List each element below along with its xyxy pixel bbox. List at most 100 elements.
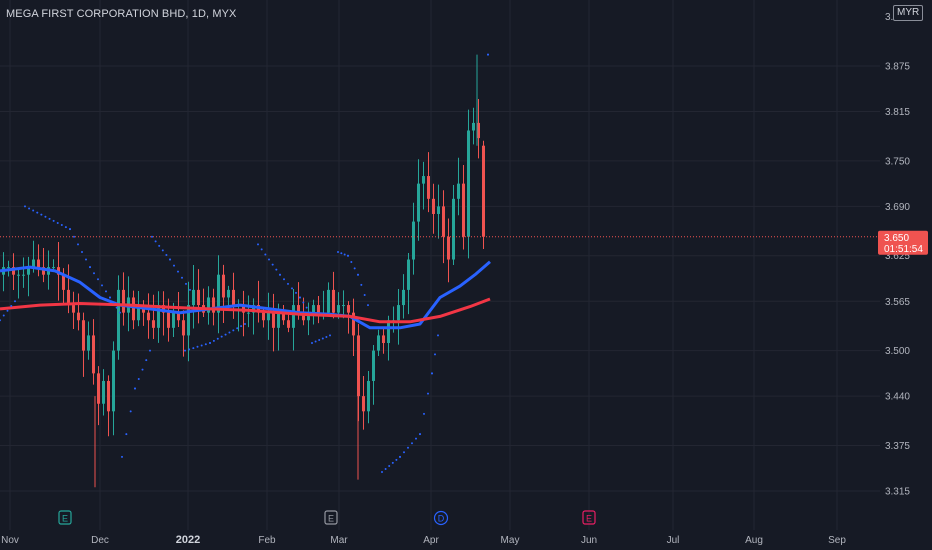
sar-dot (357, 273, 359, 276)
sar-dot (158, 244, 161, 247)
candle (277, 312, 280, 328)
sar-dot (244, 323, 246, 326)
sar-dot (220, 335, 223, 338)
candle (197, 289, 200, 306)
sar-dot (77, 243, 79, 246)
candle (27, 267, 30, 275)
sar-dot (305, 306, 308, 309)
sar-dot (395, 458, 398, 461)
candle (467, 130, 470, 237)
sar-dot (434, 353, 436, 356)
candle (327, 289, 330, 313)
sar-dot (318, 338, 321, 341)
candle (397, 305, 400, 321)
y-tick-label: 3.500 (885, 346, 910, 357)
candle (347, 305, 350, 313)
sar-dot (69, 228, 71, 231)
y-tick-label: 3.625 (885, 251, 910, 262)
y-tick-label: 3.690 (885, 202, 910, 213)
sar-dot (268, 258, 270, 261)
sar-dot (81, 250, 83, 253)
sar-dot (36, 211, 39, 214)
candle (227, 289, 230, 298)
sar-dot (115, 306, 118, 309)
sar-dot (431, 372, 433, 375)
candle (92, 335, 95, 374)
candle (352, 312, 355, 336)
sar-dot (437, 334, 439, 337)
earnings-marker[interactable] (582, 510, 596, 525)
candle (267, 312, 270, 321)
sar-dot (56, 221, 59, 224)
x-tick-label: 2022 (176, 534, 200, 546)
sar-dot (10, 305, 13, 308)
sar-dot (350, 261, 353, 264)
sar-dot (165, 253, 168, 256)
candle (402, 289, 405, 306)
sar-dot (279, 273, 281, 276)
sar-dot (216, 337, 219, 340)
sar-dot (388, 464, 391, 467)
x-tick-label: May (501, 535, 520, 546)
sar-dot (391, 461, 394, 464)
candle (382, 335, 385, 344)
candle (7, 267, 10, 269)
sar-dot (360, 283, 363, 286)
earnings-marker[interactable] (324, 510, 338, 525)
y-tick-label: 3.875 (885, 62, 910, 73)
x-tick-label: Dec (91, 535, 109, 546)
ma-slow-line (0, 297, 491, 324)
sar-dot (64, 226, 67, 229)
sar-dot (145, 359, 148, 362)
candle (172, 312, 175, 328)
candle (37, 259, 40, 268)
sar-dot (212, 339, 215, 342)
candle (372, 350, 375, 381)
sar-dot (295, 291, 297, 294)
candle (482, 145, 485, 237)
sar-dot (149, 349, 151, 352)
candle (192, 289, 195, 306)
sar-dot (228, 331, 231, 334)
candle (87, 335, 90, 351)
candle (32, 259, 35, 268)
earnings-marker[interactable] (58, 510, 72, 525)
candle (432, 198, 435, 214)
sar-dot (236, 327, 239, 330)
candle (72, 305, 75, 313)
candle (152, 320, 155, 328)
sar-dot (257, 243, 259, 246)
sar-dot (407, 446, 409, 449)
sar-dot (427, 392, 429, 395)
sar-dot (403, 451, 405, 454)
x-tick-label: Mar (330, 535, 348, 546)
sar-dot (105, 290, 107, 293)
chart-title: MEGA FIRST CORPORATION BHD, 1D, MYX (6, 8, 237, 20)
sar-dot (311, 342, 313, 345)
dividend-marker[interactable] (433, 510, 449, 526)
candle (207, 297, 210, 313)
candle (147, 312, 150, 321)
sar-dot (14, 300, 16, 303)
currency-badge[interactable]: MYR (893, 5, 924, 21)
candle (377, 335, 380, 351)
sar-dot (6, 309, 9, 312)
candle (217, 274, 220, 313)
sar-dot (367, 304, 369, 307)
sar-dot (196, 345, 199, 348)
sar-dot (419, 433, 421, 436)
x-tick-label: Nov (1, 535, 19, 546)
sar-dot (141, 368, 144, 371)
sar-dot (40, 213, 43, 216)
price-tag-countdown: 01:51:54 (884, 244, 923, 255)
sar-dot (119, 311, 121, 314)
candle (222, 274, 225, 298)
candle (22, 274, 25, 276)
sar-dot (73, 235, 75, 238)
plot-area[interactable] (0, 0, 880, 530)
candle (82, 320, 85, 351)
sar-dot (283, 278, 285, 281)
y-tick-label: 3.750 (885, 156, 910, 167)
candle (417, 183, 420, 222)
